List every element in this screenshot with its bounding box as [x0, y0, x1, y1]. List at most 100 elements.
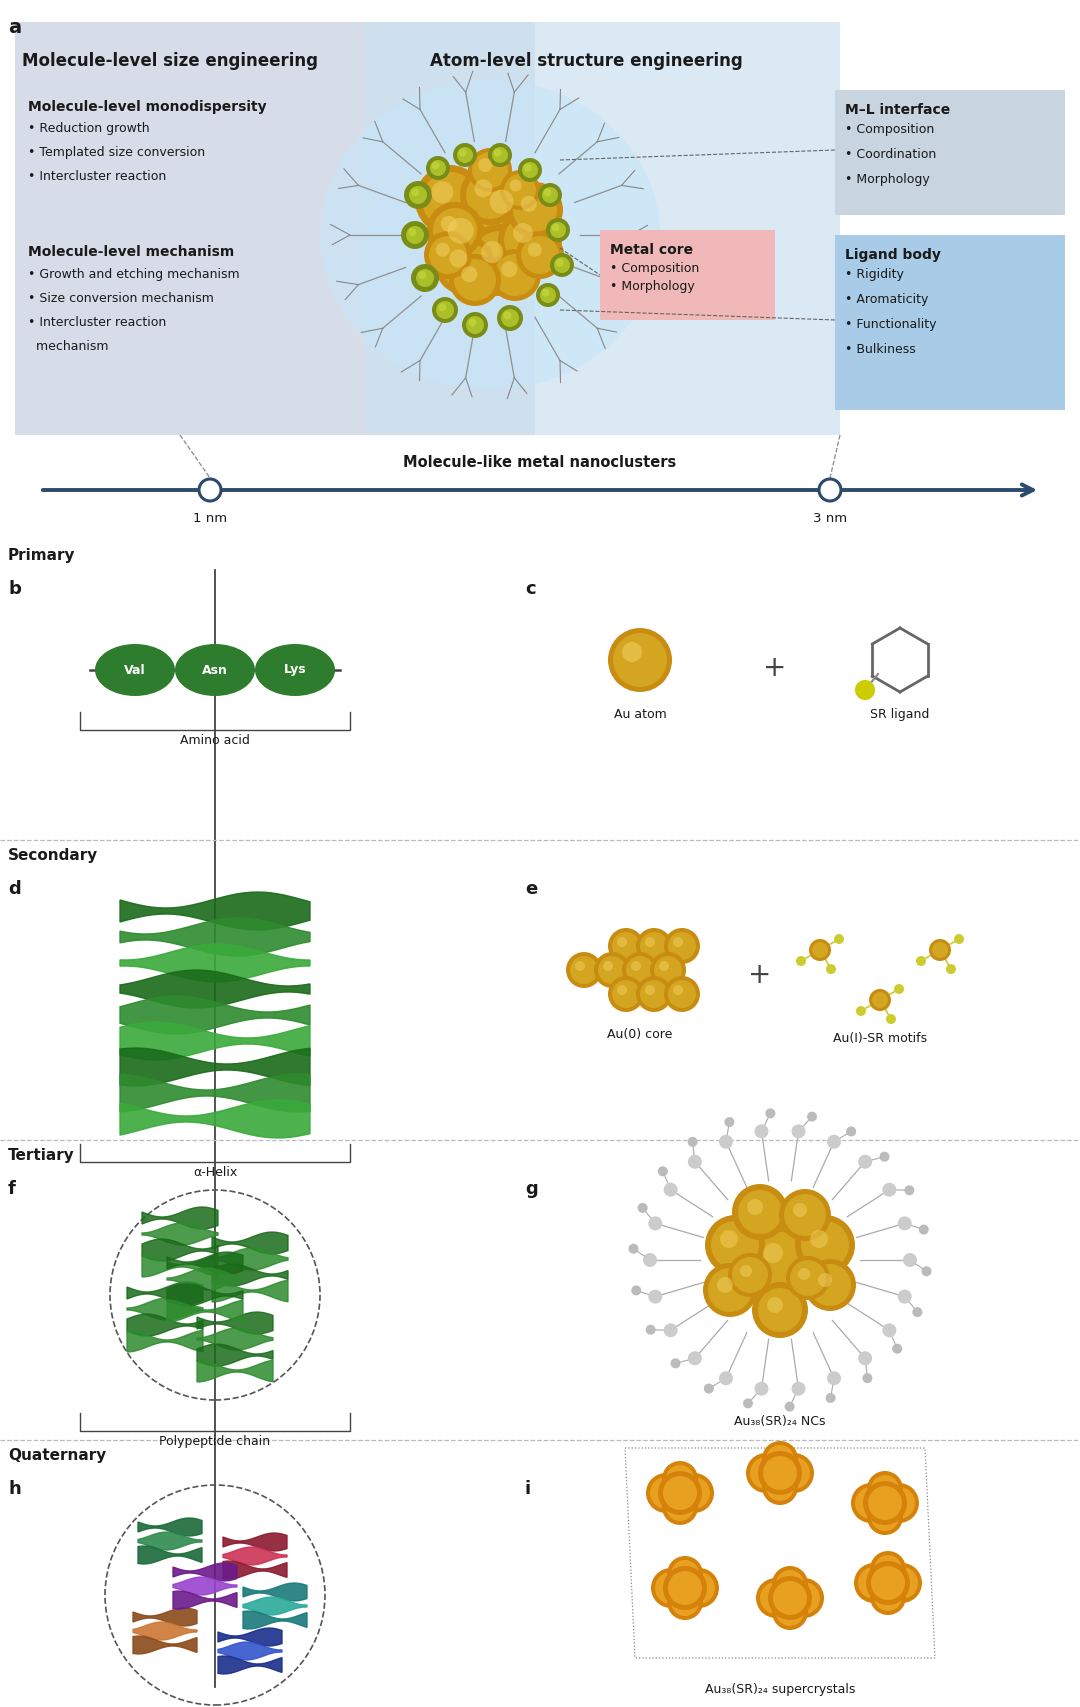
Circle shape	[459, 149, 467, 157]
Circle shape	[886, 1014, 896, 1024]
Text: Lys: Lys	[284, 664, 307, 676]
Polygon shape	[197, 1343, 273, 1366]
Circle shape	[762, 1441, 798, 1477]
Circle shape	[879, 1152, 890, 1162]
Text: d: d	[8, 881, 21, 898]
Polygon shape	[835, 236, 1065, 410]
Text: • Coordination: • Coordination	[845, 149, 936, 160]
Circle shape	[608, 929, 644, 964]
Circle shape	[478, 159, 492, 172]
Text: Tertiary: Tertiary	[8, 1149, 75, 1162]
Circle shape	[778, 1458, 810, 1489]
Circle shape	[894, 983, 904, 993]
Circle shape	[825, 1393, 836, 1403]
Circle shape	[472, 152, 508, 188]
Circle shape	[711, 1221, 759, 1268]
Circle shape	[869, 988, 891, 1011]
Circle shape	[617, 985, 627, 995]
Circle shape	[669, 932, 696, 959]
Circle shape	[541, 288, 550, 297]
Text: α-Helix: α-Helix	[193, 1166, 238, 1180]
Polygon shape	[120, 1022, 310, 1060]
Circle shape	[867, 1471, 903, 1507]
Circle shape	[669, 1570, 702, 1605]
Circle shape	[430, 160, 446, 176]
Polygon shape	[212, 1248, 288, 1270]
Circle shape	[859, 1154, 873, 1169]
Circle shape	[863, 1482, 907, 1524]
Polygon shape	[167, 1284, 243, 1306]
Circle shape	[704, 1384, 714, 1393]
Polygon shape	[173, 1591, 237, 1610]
Circle shape	[795, 1215, 855, 1275]
Circle shape	[501, 261, 517, 277]
Circle shape	[651, 1569, 691, 1608]
Ellipse shape	[175, 644, 255, 696]
Polygon shape	[120, 918, 310, 956]
Circle shape	[854, 1564, 894, 1603]
Circle shape	[870, 1565, 905, 1599]
Text: Asn: Asn	[202, 664, 228, 676]
Circle shape	[826, 964, 836, 975]
Polygon shape	[365, 22, 840, 435]
Circle shape	[688, 1137, 698, 1147]
Circle shape	[613, 633, 667, 686]
Circle shape	[810, 1231, 828, 1248]
Circle shape	[432, 162, 440, 169]
Circle shape	[457, 147, 473, 162]
Text: • Aromaticity: • Aromaticity	[845, 294, 929, 306]
Circle shape	[812, 942, 828, 958]
Circle shape	[789, 1260, 826, 1296]
Text: Molecule-level monodispersity: Molecule-level monodispersity	[28, 101, 267, 114]
Circle shape	[507, 183, 563, 237]
Circle shape	[663, 1323, 677, 1337]
Polygon shape	[197, 1328, 273, 1350]
Text: Quaternary: Quaternary	[8, 1448, 106, 1463]
Circle shape	[504, 213, 556, 266]
Circle shape	[636, 976, 672, 1012]
Polygon shape	[222, 1533, 287, 1552]
Circle shape	[855, 679, 875, 700]
Circle shape	[646, 1473, 686, 1512]
Circle shape	[897, 1217, 912, 1231]
Circle shape	[883, 1487, 915, 1519]
Text: Atom-level structure engineering: Atom-level structure engineering	[430, 51, 743, 70]
Circle shape	[785, 1401, 795, 1412]
Circle shape	[617, 937, 627, 947]
Circle shape	[673, 937, 683, 947]
Circle shape	[756, 1577, 796, 1618]
Circle shape	[427, 201, 483, 258]
Circle shape	[494, 254, 536, 295]
Circle shape	[663, 1477, 697, 1511]
Polygon shape	[141, 1207, 218, 1229]
Polygon shape	[243, 1582, 307, 1601]
Polygon shape	[173, 1564, 237, 1581]
Circle shape	[640, 932, 669, 959]
Polygon shape	[120, 1099, 310, 1139]
Circle shape	[779, 1190, 831, 1241]
Polygon shape	[138, 1518, 202, 1536]
Text: Au atom: Au atom	[613, 708, 666, 720]
Polygon shape	[212, 1280, 288, 1302]
Circle shape	[524, 164, 531, 172]
Circle shape	[679, 1569, 719, 1608]
Circle shape	[870, 1502, 899, 1531]
Circle shape	[664, 929, 700, 964]
Circle shape	[522, 162, 538, 178]
Text: Amino acid: Amino acid	[180, 734, 249, 748]
Circle shape	[732, 1185, 788, 1239]
Circle shape	[612, 932, 640, 959]
Circle shape	[671, 1359, 680, 1369]
Circle shape	[411, 188, 419, 196]
Circle shape	[465, 171, 514, 218]
Circle shape	[882, 1564, 922, 1603]
Circle shape	[622, 953, 658, 988]
Text: • Intercluster reaction: • Intercluster reaction	[28, 316, 166, 329]
Circle shape	[435, 236, 495, 295]
Polygon shape	[138, 1547, 202, 1564]
Text: • Functionality: • Functionality	[845, 318, 936, 331]
Circle shape	[859, 1352, 873, 1366]
Circle shape	[436, 300, 454, 319]
Circle shape	[462, 312, 488, 338]
Circle shape	[743, 1398, 753, 1408]
